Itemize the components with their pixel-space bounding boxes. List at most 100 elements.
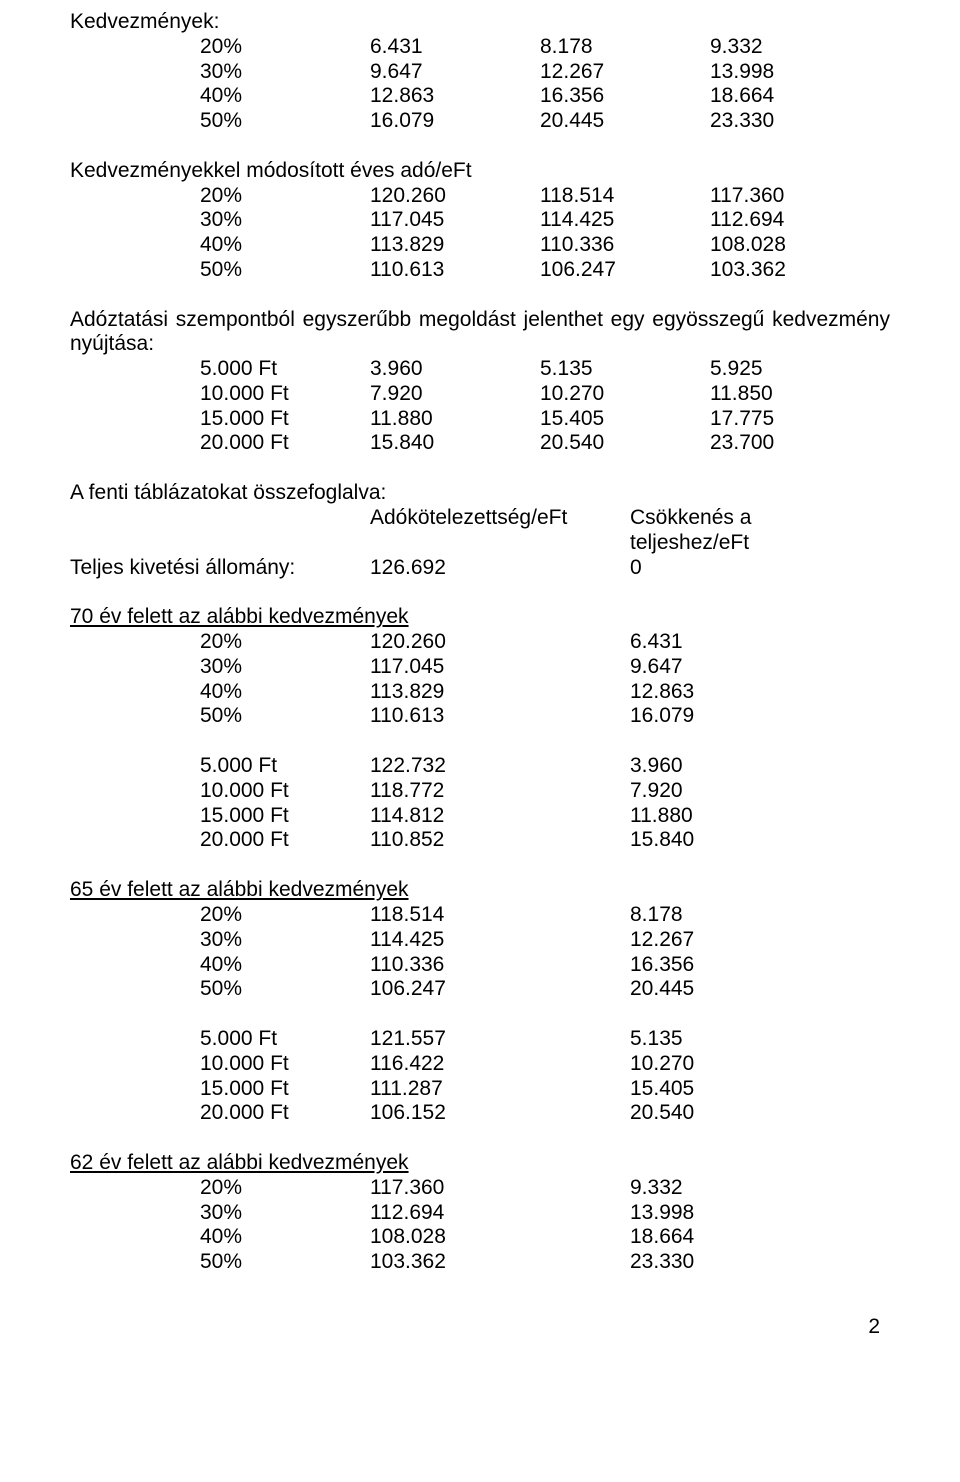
table-cell: 40% bbox=[200, 233, 370, 258]
table-cell: 7.920 bbox=[630, 779, 830, 804]
heading-70ev: 70 év felett az alábbi kedvezmények bbox=[70, 605, 890, 630]
table-cell: 40% bbox=[200, 953, 370, 978]
table-cell: 50% bbox=[200, 109, 370, 134]
table-cell: 12.267 bbox=[540, 60, 710, 85]
table-cell: 16.356 bbox=[630, 953, 830, 978]
table-cell: 5.925 bbox=[710, 357, 880, 382]
table-cell: 18.664 bbox=[630, 1225, 830, 1250]
table-cell: 15.000 Ft bbox=[200, 804, 370, 829]
table-cell: 23.330 bbox=[630, 1250, 830, 1275]
table-cell: 23.700 bbox=[710, 431, 880, 456]
table-cell: 118.514 bbox=[540, 184, 710, 209]
table-cell: 50% bbox=[200, 1250, 370, 1275]
table-cell: 120.260 bbox=[370, 184, 540, 209]
table-cell: 40% bbox=[200, 680, 370, 705]
page-number: 2 bbox=[70, 1315, 890, 1340]
table-cell: 113.829 bbox=[370, 680, 630, 705]
table-cell: 13.998 bbox=[710, 60, 880, 85]
table-cell: 20.445 bbox=[540, 109, 710, 134]
table-cell: 112.694 bbox=[710, 208, 880, 233]
table-cell: 20.540 bbox=[630, 1101, 830, 1126]
table-cell: 30% bbox=[200, 208, 370, 233]
table-cell: 117.360 bbox=[710, 184, 880, 209]
table-cell: 118.772 bbox=[370, 779, 630, 804]
table-cell: 10.270 bbox=[630, 1052, 830, 1077]
table-cell: 106.152 bbox=[370, 1101, 630, 1126]
table-cell: 110.613 bbox=[370, 258, 540, 283]
table-cell: 15.840 bbox=[630, 828, 830, 853]
table-cell: 108.028 bbox=[710, 233, 880, 258]
table-cell: 30% bbox=[200, 60, 370, 85]
heading-modositott: Kedvezményekkel módosított éves adó/eFt bbox=[70, 159, 890, 184]
table-cell: 50% bbox=[200, 704, 370, 729]
table-cell: 40% bbox=[200, 1225, 370, 1250]
table-cell: 12.863 bbox=[370, 84, 540, 109]
table-cell: 114.425 bbox=[370, 928, 630, 953]
table-cell: 110.336 bbox=[370, 953, 630, 978]
table-cell: 15.000 Ft bbox=[200, 1077, 370, 1102]
table-cell: 110.852 bbox=[370, 828, 630, 853]
table-cell: 30% bbox=[200, 655, 370, 680]
table-cell: 20.000 Ft bbox=[200, 828, 370, 853]
table-cell: 117.360 bbox=[370, 1176, 630, 1201]
table-cell: 9.647 bbox=[370, 60, 540, 85]
table-cell: 20% bbox=[200, 630, 370, 655]
table-cell: 111.287 bbox=[370, 1077, 630, 1102]
table-cell: 106.247 bbox=[540, 258, 710, 283]
table-cell: 108.028 bbox=[370, 1225, 630, 1250]
table-cell: 5.135 bbox=[540, 357, 710, 382]
table-cell: 15.405 bbox=[540, 407, 710, 432]
table-cell: 103.362 bbox=[710, 258, 880, 283]
table-cell: 122.732 bbox=[370, 754, 630, 779]
table-cell: 20% bbox=[200, 35, 370, 60]
table-cell: 20% bbox=[200, 184, 370, 209]
table-cell: 50% bbox=[200, 258, 370, 283]
table-cell: 20% bbox=[200, 903, 370, 928]
table-cell: 8.178 bbox=[540, 35, 710, 60]
table-cell: 16.079 bbox=[630, 704, 830, 729]
table-cell: 20.445 bbox=[630, 977, 830, 1002]
table-cell: 10.000 Ft bbox=[200, 1052, 370, 1077]
table-cell: 3.960 bbox=[370, 357, 540, 382]
table-cell: 5.000 Ft bbox=[200, 1027, 370, 1052]
teljes-kivetesi-v1: 126.692 bbox=[370, 556, 630, 581]
table-cell: 16.356 bbox=[540, 84, 710, 109]
heading-adoztatasi: Adóztatási szempontból egyszerűbb megold… bbox=[70, 308, 890, 358]
table-cell: 18.664 bbox=[710, 84, 880, 109]
table-cell: 30% bbox=[200, 1201, 370, 1226]
table-cell: 3.960 bbox=[630, 754, 830, 779]
table-cell: 116.422 bbox=[370, 1052, 630, 1077]
table-cell: 11.880 bbox=[630, 804, 830, 829]
table-cell: 117.045 bbox=[370, 655, 630, 680]
table-cell: 17.775 bbox=[710, 407, 880, 432]
table-cell: 12.863 bbox=[630, 680, 830, 705]
table-cell: 15.405 bbox=[630, 1077, 830, 1102]
heading-62ev: 62 év felett az alábbi kedvezmények bbox=[70, 1151, 890, 1176]
table-cell: 5.000 Ft bbox=[200, 357, 370, 382]
table-cell: 20.540 bbox=[540, 431, 710, 456]
table-cell: 12.267 bbox=[630, 928, 830, 953]
table-cell: 113.829 bbox=[370, 233, 540, 258]
table-cell: 117.045 bbox=[370, 208, 540, 233]
table-cell: 10.000 Ft bbox=[200, 779, 370, 804]
table-cell: 5.000 Ft bbox=[200, 754, 370, 779]
table-cell: 30% bbox=[200, 928, 370, 953]
table-cell: 40% bbox=[200, 84, 370, 109]
heading-kedvezmenyek: Kedvezmények: bbox=[70, 10, 890, 35]
table-cell: 7.920 bbox=[370, 382, 540, 407]
table-cell: 11.880 bbox=[370, 407, 540, 432]
table-cell: 15.840 bbox=[370, 431, 540, 456]
table-cell: 20.000 Ft bbox=[200, 1101, 370, 1126]
table-cell: 114.425 bbox=[540, 208, 710, 233]
table-cell: 16.079 bbox=[370, 109, 540, 134]
table-cell: 10.000 Ft bbox=[200, 382, 370, 407]
table-cell: 23.330 bbox=[710, 109, 880, 134]
table-cell: 11.850 bbox=[710, 382, 880, 407]
table-cell: 103.362 bbox=[370, 1250, 630, 1275]
table-cell: 106.247 bbox=[370, 977, 630, 1002]
table-cell: 20% bbox=[200, 1176, 370, 1201]
col-adokotelezettseg: Adókötelezettség/eFt bbox=[370, 506, 630, 556]
table-cell: 110.613 bbox=[370, 704, 630, 729]
table-cell: 120.260 bbox=[370, 630, 630, 655]
heading-fenti: A fenti táblázatokat összefoglalva: bbox=[70, 481, 890, 506]
